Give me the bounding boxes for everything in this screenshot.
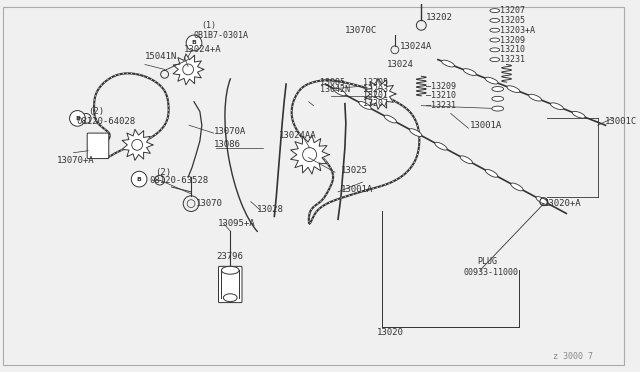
Ellipse shape [359,102,371,109]
Ellipse shape [410,129,422,137]
Text: (2): (2) [88,107,104,116]
Text: 13207: 13207 [500,6,525,15]
Text: (2): (2) [155,168,171,177]
Text: 13203+A: 13203+A [500,26,534,35]
Ellipse shape [490,19,500,22]
Ellipse shape [486,169,498,177]
Text: 13020+A: 13020+A [544,199,581,208]
Text: 13025: 13025 [341,166,368,175]
Text: 00933-11000: 00933-11000 [463,268,518,277]
Ellipse shape [490,58,500,62]
Text: 13202: 13202 [426,13,453,22]
Text: 13028: 13028 [257,205,284,214]
Text: 13024+A: 13024+A [184,45,222,54]
Text: B: B [191,41,196,45]
Ellipse shape [492,96,504,101]
Ellipse shape [490,38,500,42]
Circle shape [186,35,202,51]
Text: 13020: 13020 [376,328,403,337]
Text: 13207: 13207 [362,99,387,108]
Ellipse shape [485,77,498,84]
Text: 13205: 13205 [362,78,387,87]
Ellipse shape [492,87,504,92]
Circle shape [70,110,85,126]
Text: 13024AA: 13024AA [279,131,317,140]
Text: 13203: 13203 [362,84,387,93]
Text: PLUG: PLUG [477,257,497,266]
Text: 13095+A: 13095+A [218,219,255,228]
Text: 13209: 13209 [500,35,525,45]
Polygon shape [173,54,204,85]
Text: —13210: —13210 [426,92,456,100]
Text: B: B [137,177,141,182]
Text: 0B1B7-0301A: 0B1B7-0301A [194,31,249,39]
Ellipse shape [460,156,472,164]
Text: —13231: —13231 [426,101,456,110]
Ellipse shape [435,142,447,150]
Text: 13070+A: 13070+A [57,156,95,165]
Ellipse shape [384,115,397,123]
Text: 13001A: 13001A [341,185,373,195]
Ellipse shape [511,183,523,191]
FancyBboxPatch shape [87,133,109,158]
Ellipse shape [529,94,541,101]
Text: 13070: 13070 [196,199,223,208]
Text: 23796: 23796 [217,252,244,261]
Text: 08120-63528: 08120-63528 [149,176,208,185]
Text: 13070A: 13070A [214,126,246,136]
Text: —13209: —13209 [426,81,456,90]
Text: 13086: 13086 [214,140,241,149]
Polygon shape [291,135,329,174]
Text: 13001C: 13001C [605,117,637,126]
Text: 13205: 13205 [500,16,525,25]
Text: 13024: 13024 [387,60,414,69]
Text: 13001A: 13001A [470,121,502,130]
FancyBboxPatch shape [218,266,242,302]
Ellipse shape [333,88,346,96]
Text: 13042N: 13042N [321,84,350,93]
Ellipse shape [490,48,500,52]
Polygon shape [122,129,153,160]
Text: z 3000 7: z 3000 7 [553,352,593,361]
Text: 15041N: 15041N [145,52,177,61]
Ellipse shape [442,60,454,67]
Ellipse shape [463,69,476,76]
Text: B: B [75,116,80,121]
Ellipse shape [536,197,548,204]
Text: 13201: 13201 [362,92,387,100]
Ellipse shape [490,9,500,13]
Text: (1): (1) [201,21,216,30]
Text: 13085: 13085 [321,78,346,87]
Text: 13231: 13231 [500,55,525,64]
Ellipse shape [223,294,237,302]
Text: 13070C: 13070C [344,26,377,35]
Text: 08120-64028: 08120-64028 [76,117,136,126]
Ellipse shape [572,111,585,118]
Text: 13210: 13210 [500,45,525,54]
Ellipse shape [490,28,500,32]
Ellipse shape [507,86,520,93]
Polygon shape [365,78,396,109]
Text: 13024A: 13024A [400,42,432,51]
Circle shape [131,171,147,187]
Ellipse shape [492,106,504,111]
FancyBboxPatch shape [3,7,624,365]
Ellipse shape [221,266,239,274]
Ellipse shape [550,103,563,110]
